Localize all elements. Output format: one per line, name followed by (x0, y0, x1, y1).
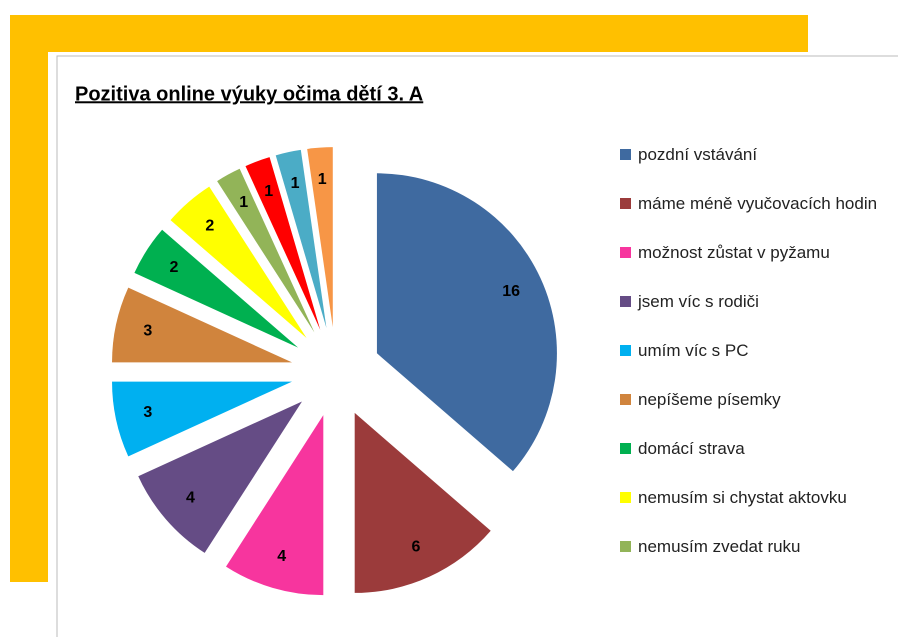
decor-band (10, 15, 808, 52)
data-label: 2 (205, 218, 214, 235)
legend-swatch (620, 345, 631, 356)
pie-slice (307, 147, 333, 328)
legend-swatch (620, 149, 631, 160)
legend-item: možnost zůstat v pyžamu (620, 242, 882, 264)
data-label: 1 (264, 183, 273, 200)
data-label: 1 (291, 175, 300, 192)
data-label: 4 (186, 489, 195, 506)
chart-title: Pozitiva online výuky očima dětí 3. A (75, 83, 423, 105)
data-label: 16 (502, 283, 520, 300)
legend-label: pozdní vstávání (638, 145, 758, 164)
pie-slice (245, 157, 321, 330)
pie-slice (217, 168, 315, 333)
legend-swatch (620, 296, 631, 307)
legend-swatch (620, 247, 631, 258)
legend-swatch (620, 198, 631, 209)
data-label: 2 (170, 259, 179, 276)
legend-item: nemusím si chystat aktovku (620, 487, 882, 509)
pie-slice (134, 229, 299, 348)
legend-label: jsem víc s rodiči (638, 292, 759, 311)
data-label: 6 (412, 538, 421, 555)
pie-slice (354, 412, 491, 593)
data-label: 4 (277, 548, 286, 565)
pie-slice (138, 401, 302, 553)
data-label: 1 (239, 194, 248, 211)
legend-item: nepíšeme písemky (620, 389, 882, 411)
legend-label: nepíšeme písemky (638, 390, 781, 409)
legend-label: nemusím si chystat aktovku (638, 488, 847, 507)
legend-label: nemusím zvedat ruku (638, 537, 801, 556)
data-label: 3 (143, 404, 152, 421)
legend-item: pozdní vstávání (620, 144, 882, 166)
legend-swatch (620, 394, 631, 405)
chart-border (56, 55, 898, 637)
legend-item: domácí strava (620, 438, 882, 460)
pie-slice (112, 287, 293, 363)
legend-swatch (620, 492, 631, 503)
pie-slice (275, 149, 327, 329)
legend-label: máme méně vyučovacích hodin (638, 194, 878, 213)
legend-swatch (620, 541, 631, 552)
legend-label: možnost zůstat v pyžamu (638, 243, 830, 262)
legend-item: nemusím zvedat ruku (620, 536, 882, 558)
legend-item: máme méně vyučovacích hodin (620, 193, 882, 215)
legend-item: jsem víc s rodiči (620, 291, 882, 313)
legend-label: umím víc s PC (638, 341, 749, 360)
legend-label: domácí strava (638, 439, 745, 458)
pie-slice (226, 415, 324, 596)
decor-band (10, 15, 48, 582)
pie-slice (112, 381, 293, 457)
pie-slice (170, 186, 307, 338)
data-label: 1 (318, 171, 327, 188)
pie-slice (376, 173, 557, 472)
legend-item: umím víc s PC (620, 340, 882, 362)
data-label: 3 (143, 322, 152, 339)
legend-swatch (620, 443, 631, 454)
